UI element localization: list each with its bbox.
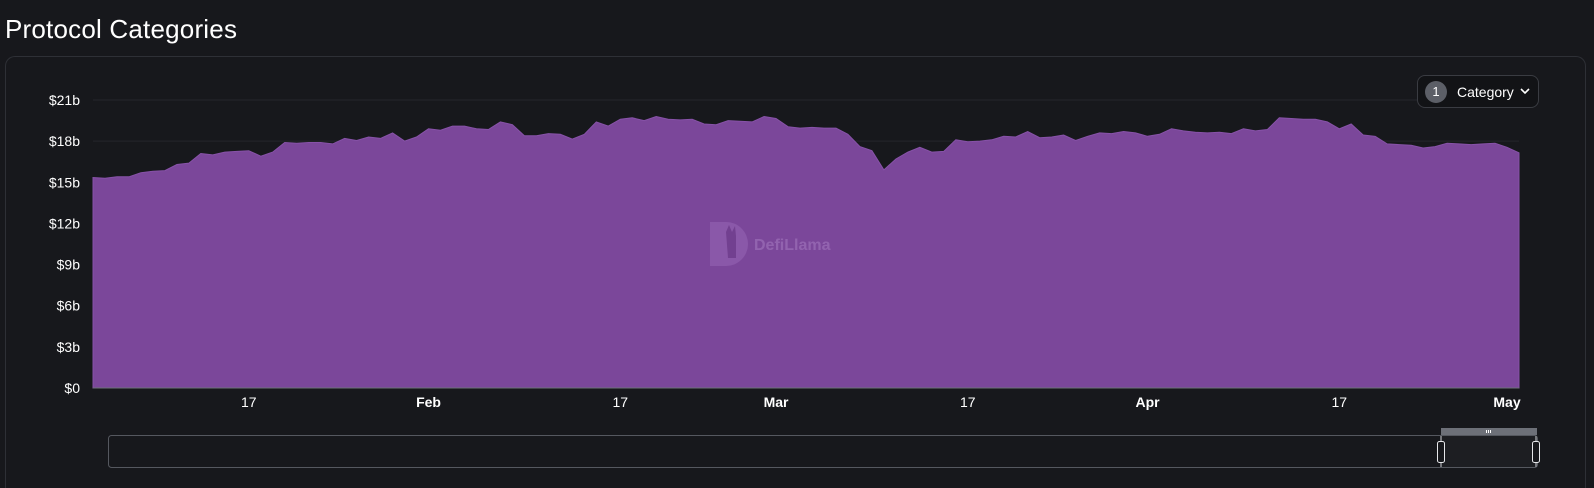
- x-axis: 17 Feb 17 Mar 17 Apr 17 May: [241, 394, 1521, 410]
- x-tick-label: Apr: [1135, 394, 1160, 410]
- y-tick-label: $15b: [49, 174, 80, 190]
- x-tick-label: 17: [241, 394, 257, 410]
- y-tick-label: $21b: [49, 92, 80, 108]
- slider-selected-range[interactable]: [1441, 436, 1537, 467]
- x-tick-label: 17: [1331, 394, 1347, 410]
- y-axis: $0 $3b $6b $9b $12b $15b $18b $21b: [49, 92, 1519, 396]
- y-tick-label: $0: [64, 380, 80, 396]
- y-tick-label: $3b: [57, 339, 81, 355]
- x-tick-label: Feb: [416, 394, 441, 410]
- y-tick-label: $18b: [49, 133, 80, 149]
- y-tick-label: $12b: [49, 215, 80, 231]
- defillama-watermark: DefiLlama: [710, 222, 831, 266]
- x-tick-label: 17: [612, 394, 628, 410]
- category-dropdown[interactable]: 1 Category: [1417, 75, 1539, 108]
- x-tick-label: May: [1493, 394, 1520, 410]
- y-tick-label: $9b: [57, 257, 81, 273]
- slider-handle-left[interactable]: [1437, 436, 1445, 467]
- slider-track[interactable]: [108, 435, 1538, 468]
- category-dropdown-label: Category: [1457, 83, 1514, 100]
- date-range-slider[interactable]: [108, 428, 1540, 468]
- x-tick-label: 17: [960, 394, 976, 410]
- x-tick-label: Mar: [764, 394, 789, 410]
- llama-logo-icon: [710, 222, 748, 266]
- y-tick-label: $6b: [57, 298, 81, 314]
- category-count-badge: 1: [1425, 80, 1447, 103]
- watermark-text: DefiLlama: [754, 237, 831, 254]
- tvl-area-series[interactable]: [92, 115, 1520, 389]
- page-title: Protocol Categories: [5, 14, 238, 44]
- slider-handle-right[interactable]: [1532, 436, 1540, 467]
- chevron-down-icon: [1520, 88, 1530, 95]
- slider-grip-icon: [1486, 430, 1491, 433]
